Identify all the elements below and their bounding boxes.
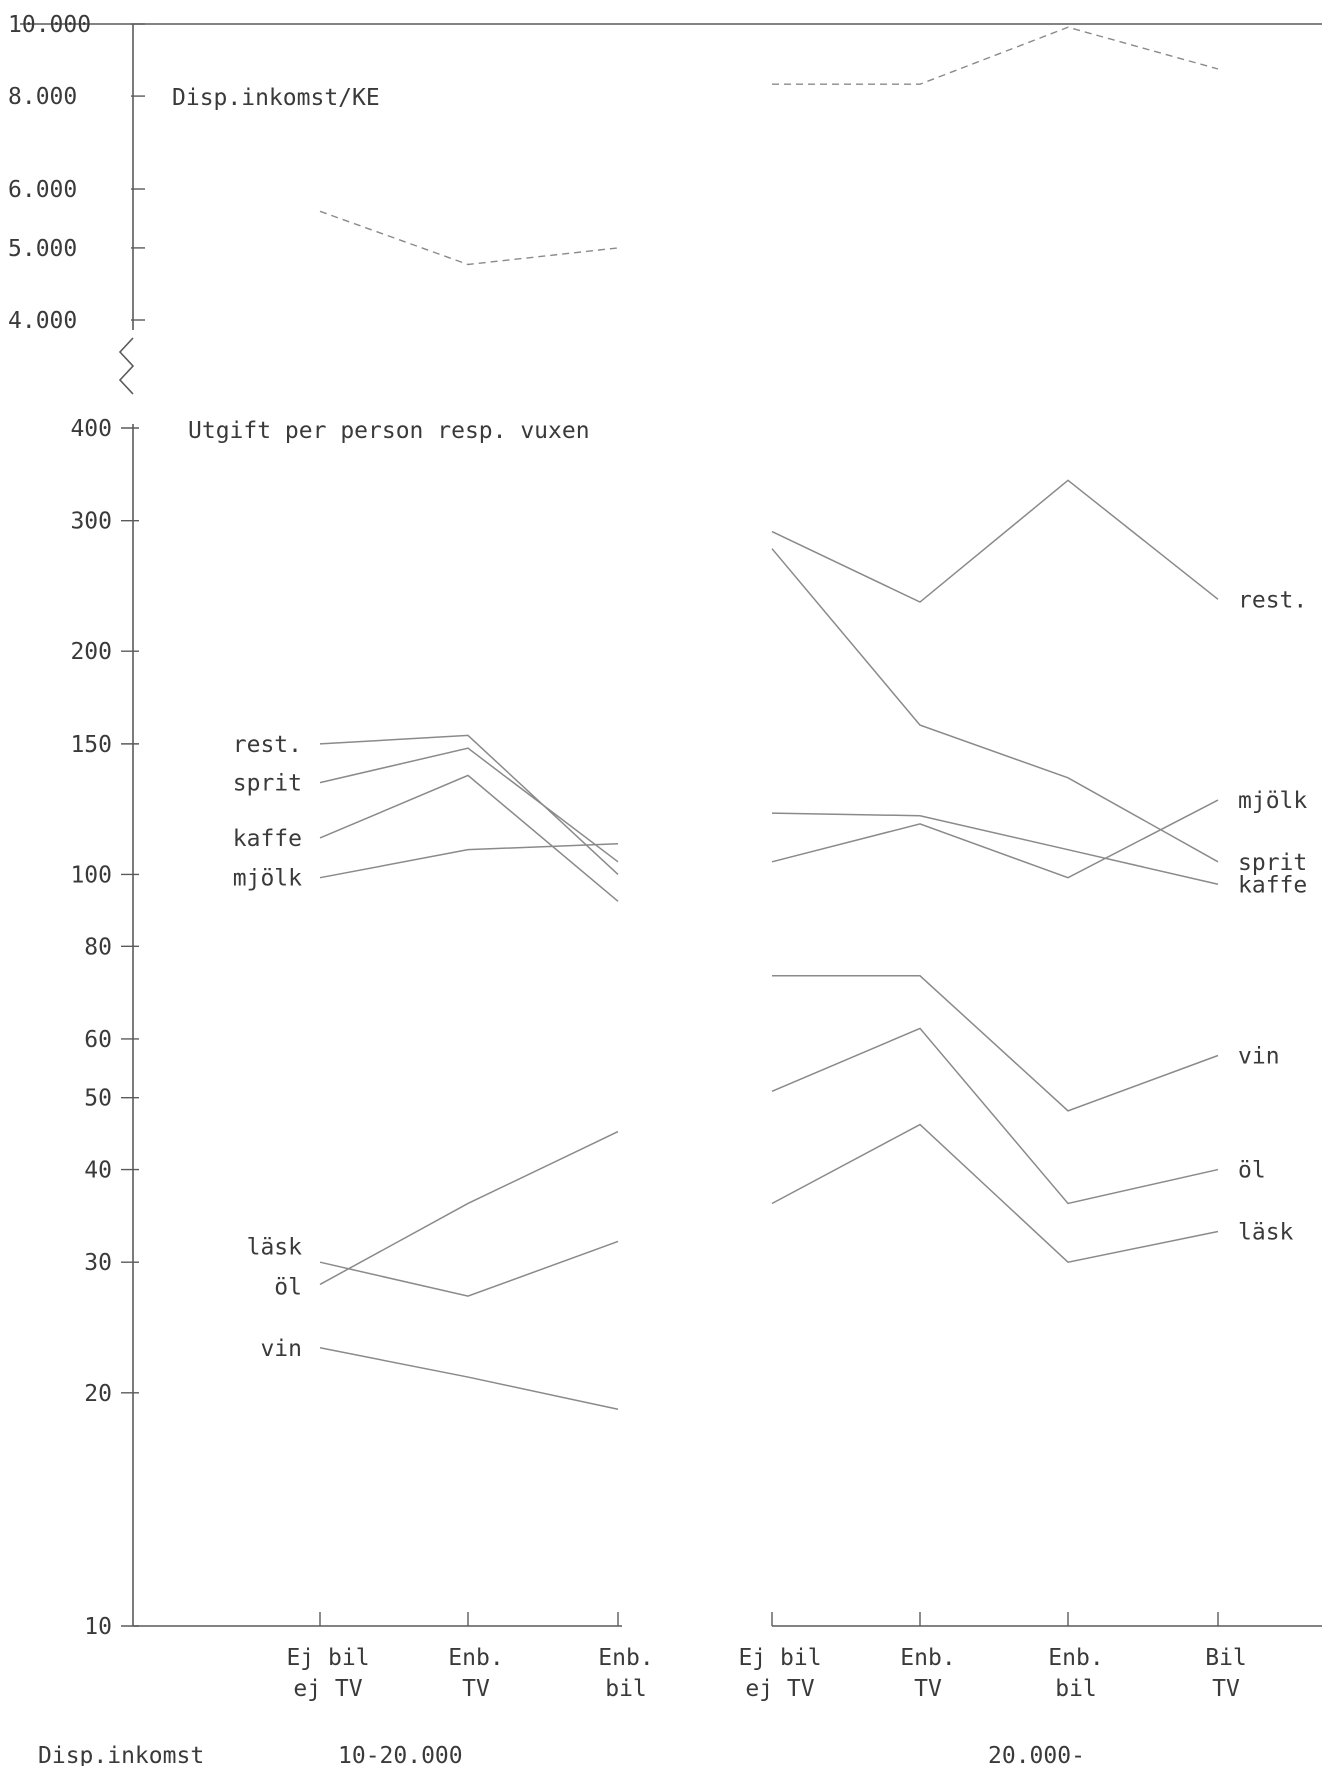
series-label-lask: läsk [1238, 1219, 1294, 1245]
income-panel-title: Disp.inkomst/KE [172, 85, 380, 111]
series-label-vin: vin [260, 1336, 302, 1362]
axis-break [118, 337, 135, 395]
chart-labels: Disp.inkomst/KE Utgift per person resp. … [8, 12, 1307, 1766]
income-tick-label: 10.000 [8, 12, 91, 38]
series-line-mjolk [319, 843, 619, 879]
income-tick-label: 4.000 [8, 308, 77, 334]
series-line-kaffe [771, 812, 1219, 885]
series-line-vin [772, 975, 1219, 1112]
series-line-mjolk [771, 799, 1219, 879]
series-line-lask [319, 1240, 619, 1297]
axes [20, 23, 1322, 1627]
expense-tick-label: 20 [84, 1381, 112, 1407]
category-label: Bil [1205, 1645, 1247, 1671]
expense-tick-label: 30 [84, 1250, 112, 1276]
category-label: TV [914, 1676, 942, 1702]
category-label: TV [462, 1676, 490, 1702]
series-lines [319, 26, 1219, 1411]
income-tick-label: 5.000 [8, 236, 77, 262]
category-label: Enb. [1048, 1645, 1103, 1671]
category-label: bil [605, 1676, 647, 1702]
series-label-lask: läsk [247, 1234, 303, 1260]
expense-tick-label: 60 [84, 1027, 112, 1053]
category-label: TV [1212, 1676, 1240, 1702]
series-label-kaffe: kaffe [1238, 872, 1307, 898]
expense-tick-label: 10 [84, 1614, 112, 1640]
series-line-ol [771, 1027, 1219, 1205]
series-label-rest: rest. [1238, 587, 1307, 613]
expense-tick-label: 400 [70, 416, 112, 442]
category-label: Enb. [598, 1645, 653, 1671]
income-tick-label: 6.000 [8, 177, 77, 203]
category-label: Ej bil [738, 1645, 821, 1671]
expense-tick-label: 50 [84, 1086, 112, 1112]
series-label-rest: rest. [233, 732, 302, 758]
expense-tick-label: 40 [84, 1158, 112, 1184]
series-line-sprit [771, 548, 1219, 863]
expense-tick-label: 80 [84, 934, 112, 960]
category-label: Enb. [448, 1645, 503, 1671]
series-label-ol: öl [1238, 1158, 1266, 1184]
series-line-lask [771, 1123, 1219, 1264]
series-line-kaffe [319, 774, 619, 902]
series-line-vin [319, 1347, 619, 1411]
income-line-2 [772, 26, 1219, 85]
series-label-kaffe: kaffe [233, 826, 302, 852]
category-label: ej TV [745, 1676, 814, 1702]
category-label: Enb. [900, 1645, 955, 1671]
series-line-rest [771, 479, 1219, 603]
group-label-low-income: 10-20.000 [338, 1743, 463, 1766]
expense-tick-label: 100 [70, 862, 112, 888]
expense-panel-title: Utgift per person resp. vuxen [188, 418, 590, 444]
expense-tick-label: 150 [70, 732, 112, 758]
series-label-mjolk: mjölk [1238, 788, 1307, 814]
income-tick-label: 8.000 [8, 84, 77, 110]
series-line-ol [319, 1130, 619, 1286]
income-line-1 [319, 210, 619, 266]
category-label: ej TV [293, 1676, 362, 1702]
series-label-vin: vin [1238, 1043, 1280, 1069]
x-axis-label: Disp.inkomst [38, 1743, 204, 1766]
series-line-sprit [319, 747, 619, 863]
group-label-high-income: 20.000- [988, 1743, 1085, 1766]
expense-tick-label: 300 [70, 509, 112, 535]
series-label-sprit: sprit [1238, 850, 1307, 876]
category-label: bil [1055, 1676, 1097, 1702]
series-label-ol: öl [274, 1275, 302, 1301]
expense-tick-label: 200 [70, 639, 112, 665]
series-line-rest [319, 734, 619, 876]
series-label-sprit: sprit [233, 771, 302, 797]
series-label-mjolk: mjölk [233, 866, 302, 892]
category-label: Ej bil [286, 1645, 369, 1671]
